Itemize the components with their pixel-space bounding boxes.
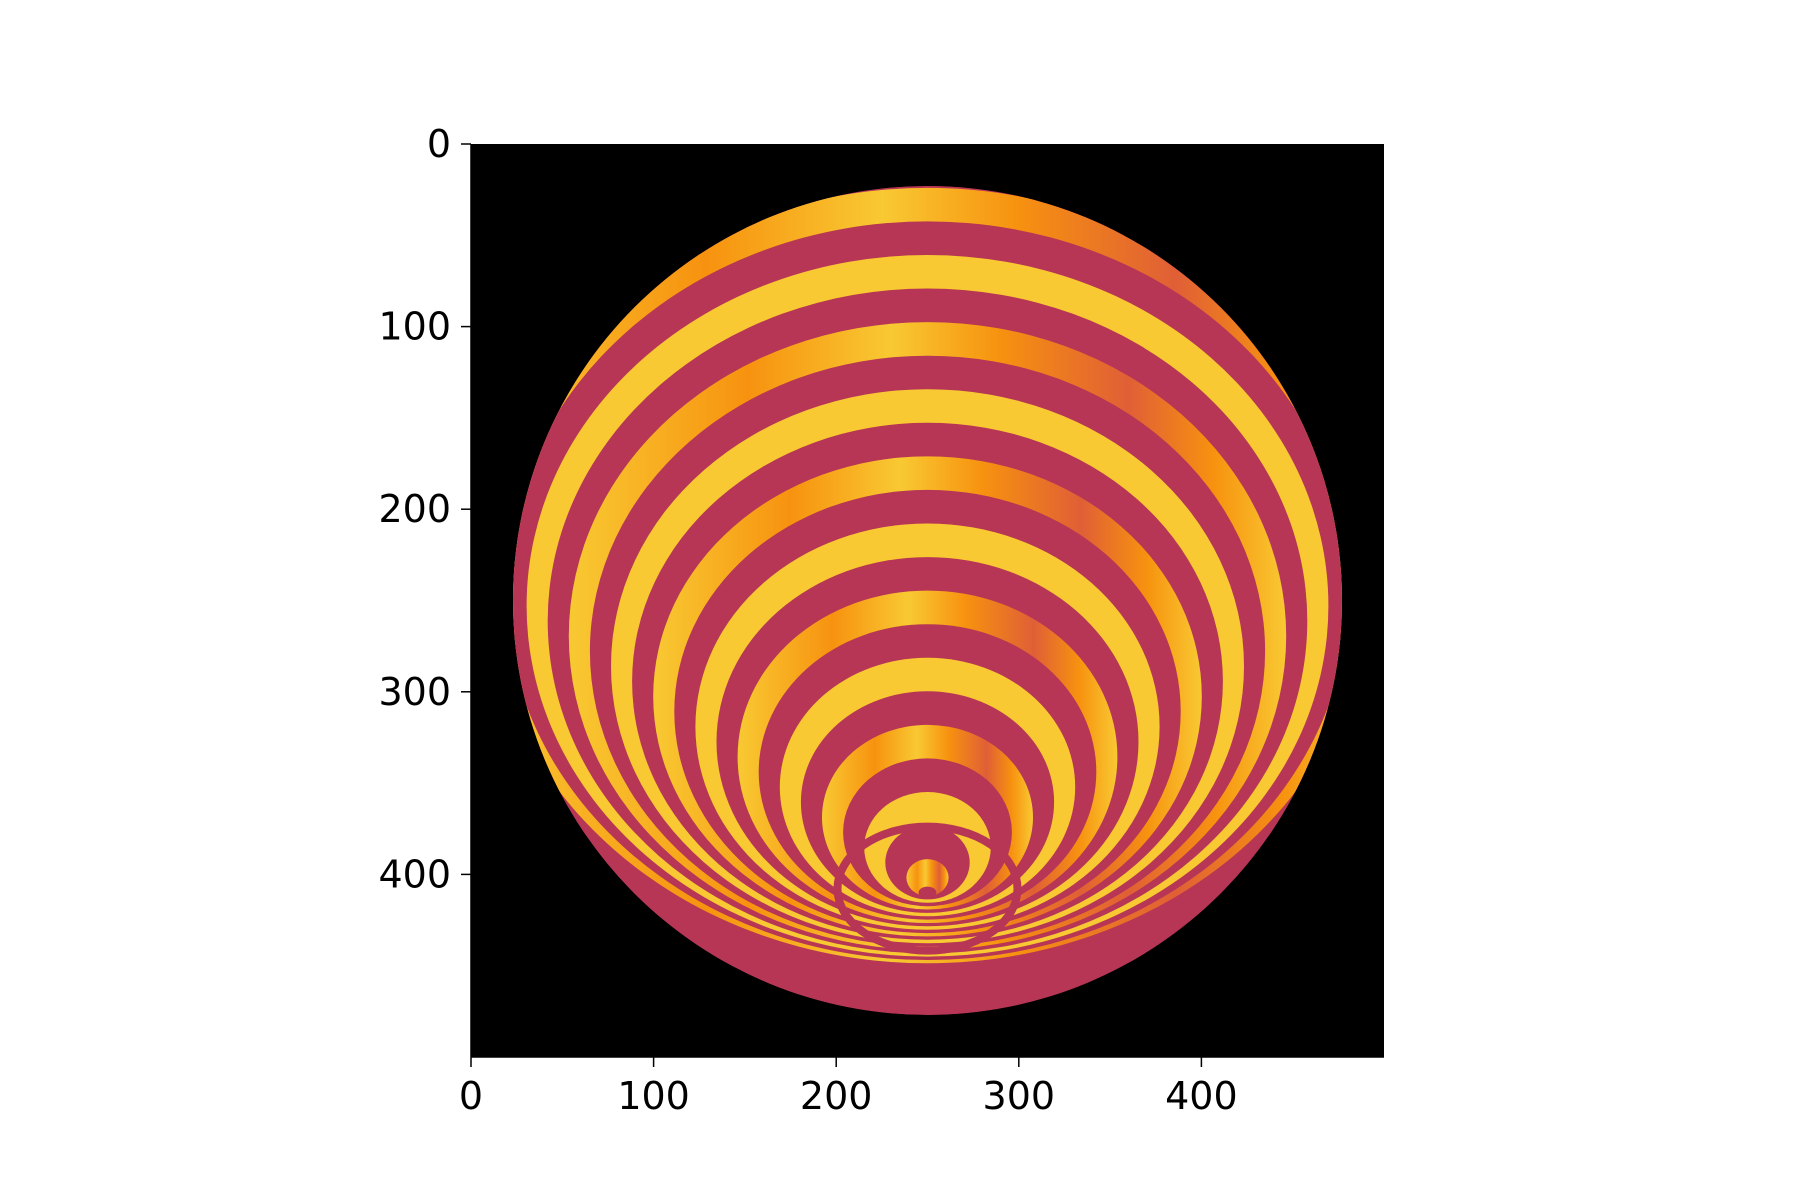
x-tick-label: 400 (1165, 1074, 1238, 1118)
y-tick-label: 400 (378, 852, 451, 896)
y-axis: 0 100 200 300 400 (378, 122, 472, 1057)
x-tick-label: 0 (459, 1074, 483, 1118)
y-tick-label: 200 (378, 487, 451, 531)
y-tick-label: 300 (378, 670, 451, 714)
sphere-bands (512, 185, 1343, 1016)
sphere-heatmap (512, 185, 1343, 1016)
y-tick-label: 100 (378, 305, 451, 349)
pole-ring (833, 822, 1022, 955)
sphere-band (906, 859, 949, 897)
plot-area (471, 144, 1384, 1057)
x-tick-label: 300 (983, 1074, 1056, 1118)
x-tick-label: 100 (617, 1074, 690, 1118)
pole-dot (918, 886, 937, 899)
x-tick-label: 200 (800, 1074, 873, 1118)
y-tick-label: 0 (427, 122, 451, 166)
x-axis: 0 100 200 300 400 (459, 1056, 1384, 1118)
